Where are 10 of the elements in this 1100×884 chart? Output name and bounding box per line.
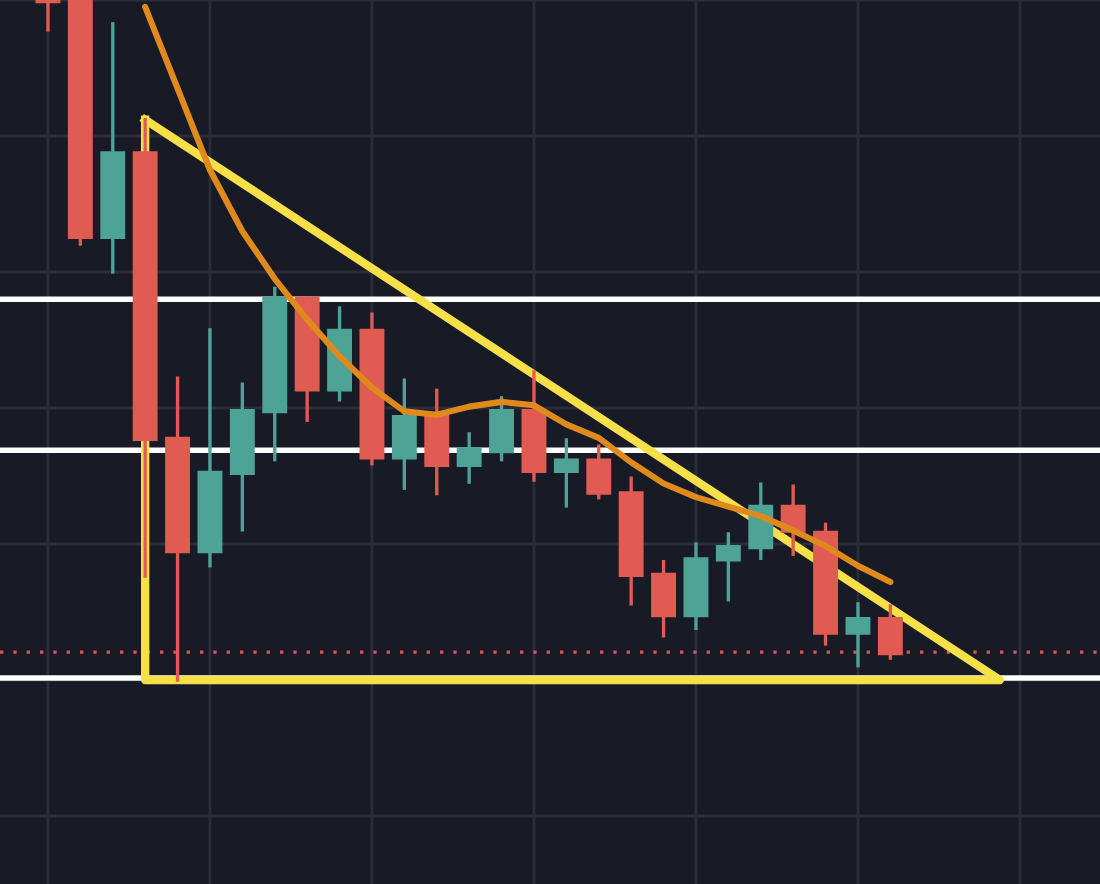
candlestick: [845, 602, 871, 668]
candlestick: [715, 532, 741, 602]
candlestick: [489, 396, 515, 462]
candlestick: [35, 0, 61, 32]
candlestick: [877, 604, 903, 660]
candlestick: [586, 444, 612, 500]
candlestick: [651, 560, 677, 638]
candlestick: [391, 378, 417, 490]
candlestick: [553, 438, 579, 508]
candlestick: [456, 432, 482, 484]
